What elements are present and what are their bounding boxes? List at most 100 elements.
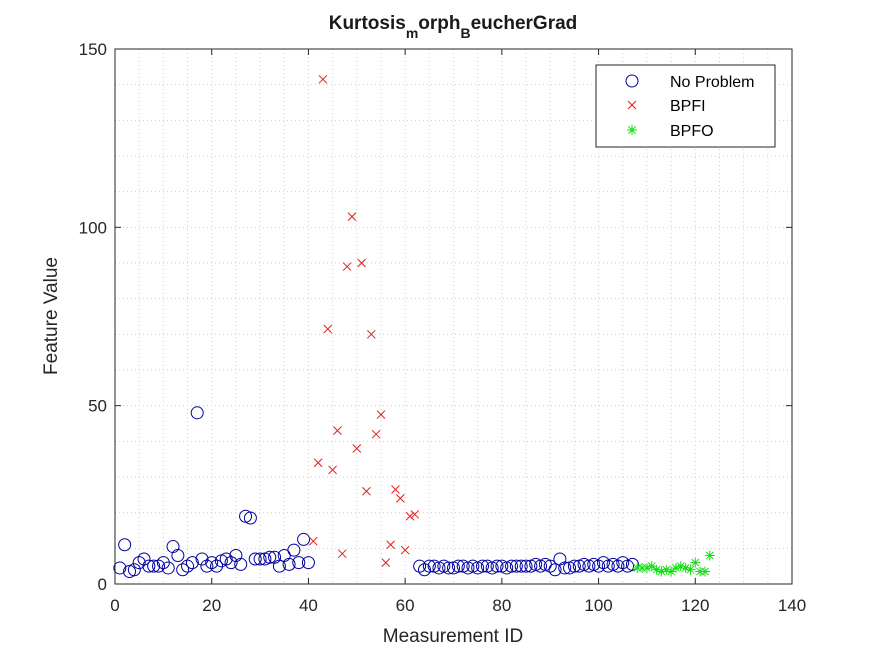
data-point <box>142 559 156 573</box>
data-point <box>386 540 395 550</box>
data-point <box>161 561 175 575</box>
data-point <box>680 562 691 573</box>
data-point <box>422 559 436 573</box>
data-point <box>137 552 151 566</box>
data-point <box>156 556 170 570</box>
data-point <box>376 410 386 419</box>
data-point <box>558 561 572 575</box>
data-point <box>685 564 696 575</box>
data-point <box>362 486 371 496</box>
y-tick-label: 0 <box>98 575 107 594</box>
data-point <box>113 561 127 575</box>
series-no-problem <box>113 406 639 579</box>
data-point <box>297 532 311 546</box>
axis-ticks: 0 20 40 60 80 100 120 140 0 50 100 150 <box>79 40 807 615</box>
data-point <box>287 543 301 557</box>
x-tick-label: 100 <box>584 596 612 615</box>
data-point <box>333 426 342 435</box>
data-point <box>219 552 233 566</box>
series-bpfi <box>308 74 420 567</box>
data-point <box>400 545 410 555</box>
data-point <box>357 258 366 268</box>
data-point <box>391 485 400 494</box>
data-point <box>308 536 318 546</box>
legend-label-bpfo: BPFO <box>670 123 714 140</box>
data-point <box>234 557 248 571</box>
data-point <box>210 559 224 573</box>
data-point <box>670 562 681 573</box>
data-point <box>337 549 347 559</box>
data-point <box>342 262 352 271</box>
data-point <box>118 538 132 552</box>
legend-label-bpfi: BPFI <box>670 98 706 115</box>
data-point <box>205 556 219 570</box>
data-point <box>666 566 677 577</box>
data-point <box>282 557 296 571</box>
data-point <box>505 559 519 573</box>
x-tick-label: 80 <box>492 596 511 615</box>
data-point <box>272 559 286 573</box>
data-point <box>171 548 185 562</box>
data-point <box>410 510 420 519</box>
legend-marker-no-problem <box>625 74 639 88</box>
data-point <box>442 561 456 575</box>
legend-box <box>595 64 776 148</box>
data-point <box>625 557 639 571</box>
chart-title: KurtosismorphBeucherGrad <box>329 13 578 41</box>
data-points <box>113 74 715 579</box>
y-tick-label: 100 <box>79 218 107 237</box>
y-tick-label: 150 <box>79 40 107 59</box>
data-point <box>514 559 528 573</box>
data-point <box>690 557 701 568</box>
data-point <box>646 561 657 572</box>
data-point <box>301 556 315 570</box>
data-point <box>548 563 562 577</box>
data-point <box>347 212 357 221</box>
plot-frame <box>114 48 793 585</box>
data-point <box>152 559 166 573</box>
data-point <box>328 465 337 475</box>
y-axis-label: Feature Value <box>41 257 62 375</box>
data-point <box>656 566 667 577</box>
x-tick-label: 20 <box>202 596 221 615</box>
data-point <box>611 559 625 573</box>
x-tick-label: 60 <box>396 596 415 615</box>
x-tick-label: 140 <box>778 596 806 615</box>
data-point <box>405 511 415 521</box>
data-point <box>195 552 209 566</box>
x-axis-label: Measurement ID <box>383 626 523 647</box>
data-point <box>675 561 686 572</box>
data-point <box>704 550 715 561</box>
data-point <box>417 563 431 577</box>
data-point <box>263 550 277 564</box>
y-tick-label: 50 <box>88 397 107 416</box>
data-point <box>641 562 652 573</box>
data-point <box>509 559 523 573</box>
data-point <box>699 566 710 577</box>
data-point <box>200 559 214 573</box>
data-point <box>596 556 610 570</box>
data-point <box>243 511 257 525</box>
data-point <box>381 558 391 567</box>
data-point <box>651 564 662 575</box>
data-point <box>451 559 465 573</box>
x-tick-label: 0 <box>110 596 119 615</box>
data-point <box>352 444 362 453</box>
data-point <box>543 559 557 573</box>
data-point <box>190 406 204 420</box>
data-point <box>476 559 490 573</box>
data-point <box>248 552 262 566</box>
data-point <box>176 563 190 577</box>
data-point <box>253 552 267 566</box>
series-bpfo <box>632 550 715 577</box>
data-point <box>592 559 606 573</box>
data-point <box>313 458 323 468</box>
x-tick-label: 120 <box>681 596 709 615</box>
data-point <box>127 563 141 577</box>
grid-lines <box>115 49 792 584</box>
data-point <box>318 74 328 84</box>
data-point <box>366 329 376 339</box>
legend-marker-bpfo <box>627 125 637 135</box>
